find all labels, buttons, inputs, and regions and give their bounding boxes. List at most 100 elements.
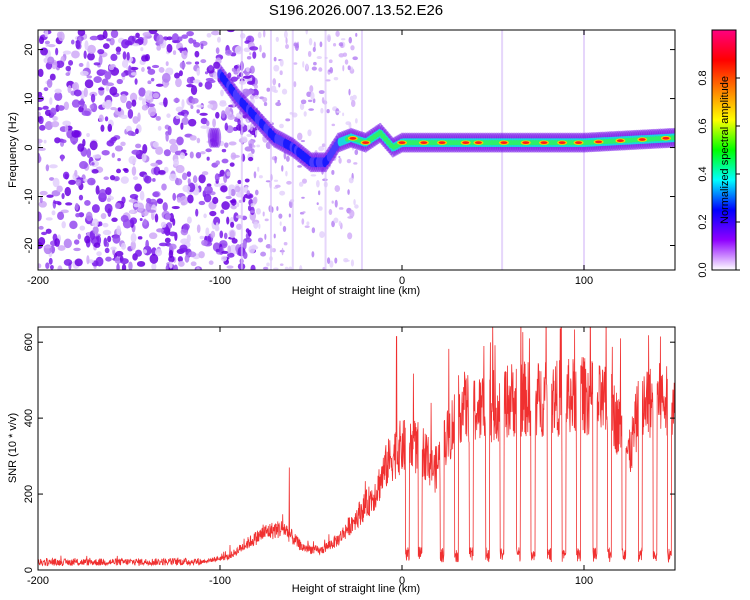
spectrogram-sparse-blob xyxy=(312,46,316,53)
spectrogram-noise-blob xyxy=(74,258,83,267)
spectrogram-noise-blob xyxy=(161,183,167,191)
spectrogram-noise-blob xyxy=(182,223,190,230)
spectrogram-noise-blob xyxy=(60,209,69,214)
spectrogram-noise-blob xyxy=(187,194,194,204)
spectrogram-noise-blob xyxy=(181,34,189,39)
spectrogram-noise-blob xyxy=(108,64,115,71)
snr-x-ticks: -200 -100 0 100 xyxy=(27,327,593,587)
spectrogram-noise-blob xyxy=(198,251,205,259)
spectrogram-noise-blob xyxy=(206,32,212,38)
spectrogram-noise-blob xyxy=(79,225,86,231)
spectrogram-sparse-blob xyxy=(272,78,277,86)
spectrogram-sparse-blob xyxy=(293,62,298,65)
spectrogram-streak xyxy=(324,30,327,270)
spectrogram-noise-blob xyxy=(244,178,250,183)
spectrogram-noise-blob xyxy=(75,39,81,49)
spectrogram-noise-blob xyxy=(172,50,177,56)
spectrogram-sparse-blob xyxy=(350,66,353,71)
spectrogram-noise-blob xyxy=(49,97,53,105)
spectrogram-noise-blob xyxy=(63,238,72,249)
spectrogram-noise-blob xyxy=(137,37,144,43)
spectrogram-noise-blob xyxy=(225,106,231,116)
spectrogram-noise-blob xyxy=(152,92,160,99)
spectrogram-noise-blob xyxy=(54,238,60,247)
spectrogram-noise-blob xyxy=(227,113,235,120)
spectrogram-sparse-blob xyxy=(353,199,356,206)
spectrogram-sparse-blob xyxy=(320,107,324,114)
spectrogram-noise-blob xyxy=(104,203,113,214)
spectrogram-noise-blob xyxy=(115,46,122,53)
spectrogram-noise-blob xyxy=(215,111,220,119)
spectrogram-noise-blob xyxy=(145,201,152,212)
spectrogram-noise-blob xyxy=(245,89,255,95)
spectrogram-noise-blob xyxy=(116,225,122,236)
spectrogram-noise-blob xyxy=(38,115,44,125)
spectrogram-sparse-blob xyxy=(334,257,338,264)
spectrogram-noise-blob xyxy=(84,40,89,51)
spectrogram-ridge-core xyxy=(672,135,675,141)
spectrogram-noise-blob xyxy=(84,235,91,244)
spectrogram-hotspot xyxy=(500,141,508,145)
spectrogram-x-tick-label: -100 xyxy=(209,275,231,287)
spectrogram-noise-blob xyxy=(38,211,42,222)
snr-y-tick-label: 200 xyxy=(23,485,35,503)
spectrogram-sparse-blob xyxy=(344,259,350,262)
spectrogram-noise-blob xyxy=(114,202,121,209)
spectrogram-noise-blob xyxy=(213,216,221,226)
spectrogram-sparse-blob xyxy=(254,189,259,196)
spectrogram-noise-blob xyxy=(57,211,65,221)
spectrogram-sparse-blob xyxy=(273,267,279,270)
spectrogram-noise-blob xyxy=(77,30,86,37)
spectrogram-sparse-blob xyxy=(262,30,266,38)
spectrogram-noise-blob xyxy=(142,98,146,107)
spectrogram-noise-blob xyxy=(87,177,96,186)
spectrogram-noise-blob xyxy=(156,198,164,204)
spectrogram-noise-blob xyxy=(135,249,142,257)
spectrogram-sparse-blob xyxy=(347,232,353,240)
spectrogram-noise-blob xyxy=(156,45,162,51)
spectrogram-noise-blob xyxy=(191,97,199,104)
spectrogram-noise-blob xyxy=(175,115,180,120)
spectrogram-noise-blob xyxy=(178,260,185,267)
spectrogram-sparse-blob xyxy=(311,227,316,234)
spectrogram-noise-blob xyxy=(173,158,179,167)
spectrogram-noise-blob xyxy=(71,99,81,108)
spectrogram-noise-blob xyxy=(138,87,146,97)
spectrogram-noise-blob xyxy=(49,107,57,116)
spectrogram-sparse-blob xyxy=(265,180,271,183)
spectrogram-noise-blob xyxy=(131,99,137,107)
spectrogram-sparse-blob xyxy=(347,65,351,71)
spectrogram-noise-blob xyxy=(105,85,110,92)
spectrogram-hotspot xyxy=(558,141,566,145)
spectrogram-noise-blob xyxy=(38,200,47,208)
spectrogram-noise-blob xyxy=(131,149,141,155)
spectrogram-noise-blob xyxy=(215,222,219,231)
spectrogram-noise-blob xyxy=(223,232,228,240)
spectrogram-noise-blob xyxy=(62,50,72,55)
spectrogram-sparse-blob xyxy=(354,204,359,209)
spectrogram-sparse-blob xyxy=(257,237,264,243)
spectrogram-sparse-blob xyxy=(286,180,292,185)
spectrogram-noise-blob xyxy=(158,242,168,247)
spectrogram-noise-blob xyxy=(110,30,119,39)
spectrogram-noise-blob xyxy=(226,265,234,269)
spectrogram-sparse-blob xyxy=(334,199,338,208)
spectrogram-noise-blob xyxy=(141,104,149,111)
spectrogram-noise-blob xyxy=(206,120,210,127)
spectrogram-sparse-blob xyxy=(245,66,250,73)
spectrogram-noise-blob xyxy=(211,30,220,36)
spectrogram-noise-blob xyxy=(139,190,145,201)
spectrogram-sparse-blob xyxy=(338,157,342,164)
snr-frame xyxy=(37,326,676,571)
spectrogram-noise-blob xyxy=(44,109,52,117)
spectrogram-noise-blob xyxy=(129,66,139,71)
spectrogram-noise-blob xyxy=(61,221,66,229)
spectrogram-noise-blob xyxy=(63,259,73,266)
spectrogram-hotspot xyxy=(575,141,583,145)
spectrogram-sparse-blob xyxy=(293,81,297,88)
spectrogram-noise-blob xyxy=(71,50,80,59)
spectrogram-hotspot xyxy=(349,136,357,140)
spectrogram-noise-blob xyxy=(210,230,216,239)
spectrogram-noise-blob xyxy=(166,36,173,41)
spectrogram-noise-blob xyxy=(86,75,93,79)
